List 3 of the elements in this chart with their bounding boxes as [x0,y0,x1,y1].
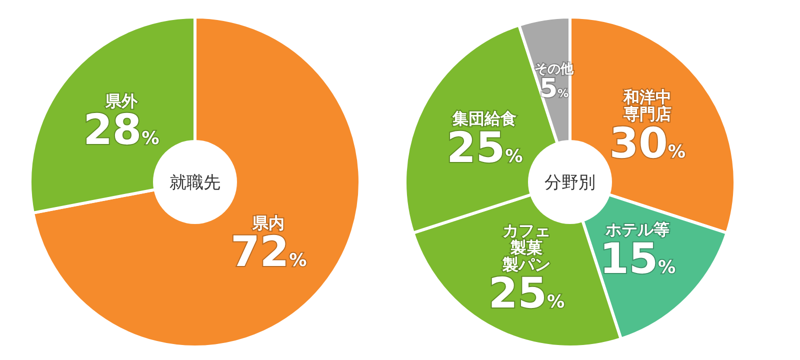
data-label: 5% [539,74,569,104]
text: 分野別 [544,173,596,193]
text: 就職先 [170,173,220,193]
